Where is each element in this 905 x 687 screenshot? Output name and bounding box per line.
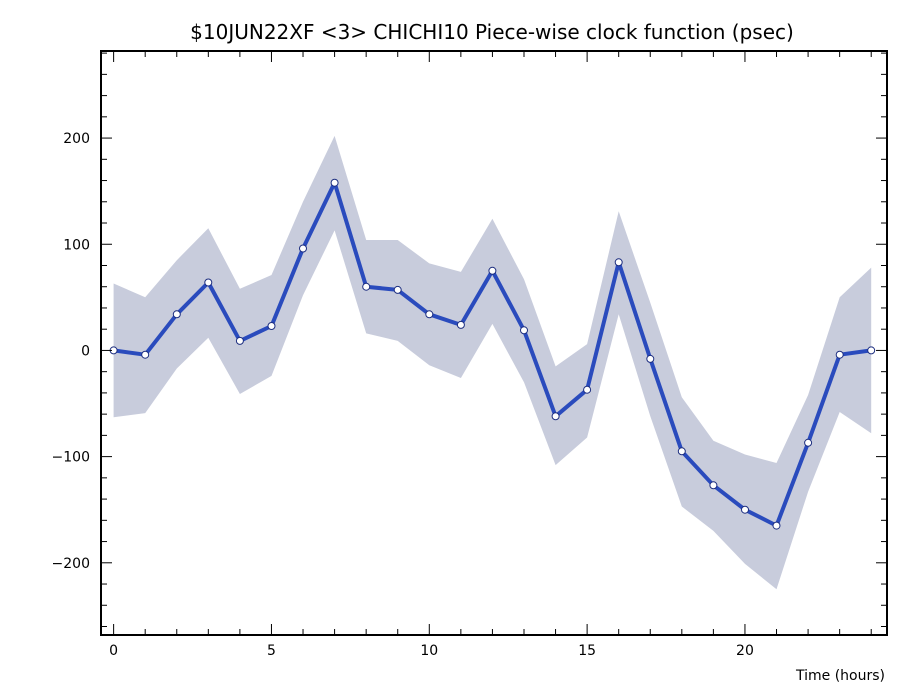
x-tick-label: 5 <box>267 643 276 659</box>
data-point <box>646 354 655 363</box>
data-point <box>267 322 276 330</box>
tick-mark-layer <box>101 51 887 635</box>
data-point <box>204 278 213 287</box>
data-point <box>741 505 749 514</box>
tick-label-layer: 0 5 10 15 20 −200 −100 0 100 200 <box>52 131 754 659</box>
data-point <box>520 326 528 335</box>
data-point <box>235 336 244 345</box>
data-point <box>488 266 497 275</box>
data-point <box>362 282 371 291</box>
data-point <box>172 310 181 319</box>
data-point <box>677 447 686 456</box>
data-point <box>393 285 402 294</box>
y-tick-label: 100 <box>63 237 90 253</box>
data-point <box>804 438 813 447</box>
uncertainty-band <box>113 135 872 590</box>
y-tick-label: 200 <box>63 131 90 147</box>
data-point <box>772 521 781 530</box>
data-point-layer <box>109 178 876 530</box>
data-point <box>299 244 307 253</box>
data-point <box>330 178 339 187</box>
data-point <box>614 258 623 267</box>
data-point <box>456 320 465 329</box>
data-point <box>835 350 844 359</box>
x-axis-label: Time (hours) <box>795 668 885 684</box>
x-tick-label: 10 <box>420 643 438 659</box>
x-tick-label: 15 <box>578 643 596 659</box>
chart-title: $10JUN22XF <3> CHICHI10 Piece-wise clock… <box>190 20 794 44</box>
y-tick-label: −100 <box>52 450 90 466</box>
data-point <box>867 346 876 355</box>
data-point <box>551 412 560 421</box>
x-tick-label: 0 <box>109 643 118 659</box>
data-point <box>425 310 434 319</box>
plot-frame <box>100 50 888 636</box>
x-tick-label: 20 <box>736 643 754 659</box>
y-tick-label: 0 <box>81 343 90 359</box>
data-point <box>141 350 150 359</box>
uncertainty-band-layer <box>113 135 872 590</box>
data-point <box>583 385 592 394</box>
data-point <box>709 481 718 490</box>
y-tick-label: −200 <box>52 556 90 572</box>
